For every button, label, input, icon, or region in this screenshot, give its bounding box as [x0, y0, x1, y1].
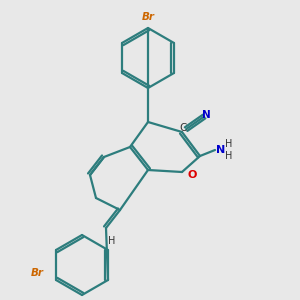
Text: N: N: [202, 110, 211, 119]
Text: Br: Br: [31, 268, 44, 278]
Text: H: H: [108, 236, 116, 246]
Text: C: C: [179, 123, 187, 133]
Text: O: O: [187, 170, 196, 180]
Text: Br: Br: [142, 12, 154, 22]
Text: N: N: [216, 145, 225, 155]
Text: H: H: [225, 139, 232, 149]
Text: H: H: [225, 151, 232, 161]
